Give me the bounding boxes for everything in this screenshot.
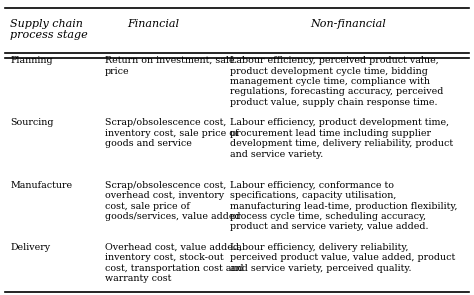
Text: Scrap/obsolescence cost,
overhead cost, inventory
cost, sale price of
goods/serv: Scrap/obsolescence cost, overhead cost, … <box>105 181 240 221</box>
Text: Labour efficiency, perceived product value,
product development cycle time, bidd: Labour efficiency, perceived product val… <box>230 56 443 107</box>
Text: Labour efficiency, delivery reliability,
perceived product value, value added, p: Labour efficiency, delivery reliability,… <box>230 243 456 273</box>
Text: Labour efficiency, product development time,
procurement lead time including sup: Labour efficiency, product development t… <box>230 119 453 159</box>
Text: Sourcing: Sourcing <box>10 119 54 127</box>
Text: Labour efficiency, conformance to
specifications, capacity utilisation,
manufact: Labour efficiency, conformance to specif… <box>230 181 457 231</box>
Text: Return on investment, sale
price: Return on investment, sale price <box>105 56 234 76</box>
Text: Delivery: Delivery <box>10 243 50 252</box>
Text: Non-financial: Non-financial <box>310 19 386 29</box>
Text: Supply chain
process stage: Supply chain process stage <box>10 19 88 40</box>
Text: Manufacture: Manufacture <box>10 181 73 190</box>
Text: Overhead cost, value added,
inventory cost, stock-out
cost, transportation cost : Overhead cost, value added, inventory co… <box>105 243 243 283</box>
Text: Scrap/obsolescence cost,
inventory cost, sale price of
goods and service: Scrap/obsolescence cost, inventory cost,… <box>105 119 238 148</box>
Text: Planning: Planning <box>10 56 53 65</box>
Text: Financial: Financial <box>128 19 179 29</box>
